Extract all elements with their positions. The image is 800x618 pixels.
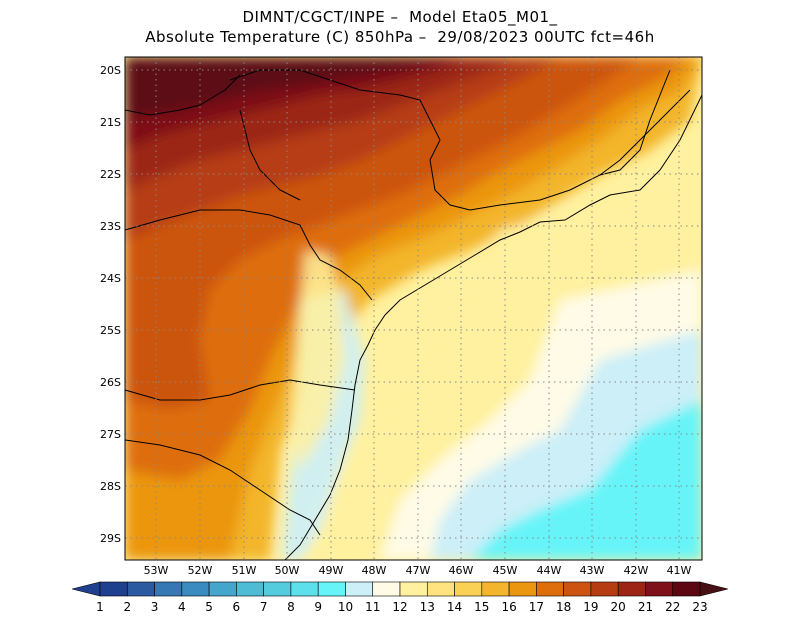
colorbar-label: 6 (233, 600, 241, 614)
colorbar-segment (645, 581, 674, 597)
latitude-axis: 20S 21S 22S 23S 24S 25S 26S 27S 28S 29S (100, 64, 121, 545)
colorbar-segment (345, 581, 374, 597)
colorbar-segment (126, 581, 155, 597)
colorbar-label: 22 (665, 600, 680, 614)
map-frame (124, 56, 703, 561)
colorbar-label: 18 (556, 600, 571, 614)
colorbar-label: 10 (338, 600, 353, 614)
colorbar-arrow-high (699, 581, 729, 597)
colorbar: 1 2 3 4 5 6 7 8 9 10 11 12 13 14 15 16 17 18 19 20 21 22 23 (71, 581, 729, 614)
lat-label: 29S (100, 532, 121, 545)
colorbar-label: 13 (420, 600, 435, 614)
longitude-axis: 53W 52W 51W 50W 49W 48W 47W 46W 45W 44W … (144, 564, 692, 577)
colorbar-label: 14 (447, 600, 462, 614)
colorbar-label: 15 (474, 600, 489, 614)
colorbar-segment (508, 581, 537, 597)
colorbar-segment (181, 581, 210, 597)
colorbar-label: 12 (392, 600, 407, 614)
chart-title-line-1: DIMNT/CGCT/INPE – Model Eta05_M01_ (242, 8, 558, 26)
colorbar-segment (617, 581, 646, 597)
colorbar-label: 23 (692, 600, 707, 614)
colorbar-label: 19 (583, 600, 598, 614)
state-border-sp-mg (229, 69, 471, 211)
colorbar-label: 16 (501, 600, 516, 614)
colorbar-label: 17 (529, 600, 544, 614)
lon-label: 45W (493, 564, 518, 577)
chart-title-line-2: Absolute Temperature (C) 850hPa – 29/08/… (145, 28, 655, 46)
colorbar-segment (263, 581, 292, 597)
river-west (125, 74, 241, 116)
colorbar-segment (454, 581, 483, 597)
lat-label: 27S (100, 428, 121, 441)
lon-label: 52W (188, 564, 213, 577)
colorbar-label: 11 (365, 600, 380, 614)
state-border-parana-sp (125, 209, 373, 301)
colorbar-segment (590, 581, 619, 597)
political-borders (125, 69, 702, 560)
lon-label: 50W (275, 564, 300, 577)
lat-label: 26S (100, 376, 121, 389)
lon-label: 42W (624, 564, 649, 577)
colorbar-segment (672, 581, 701, 597)
lat-label: 22S (100, 168, 121, 181)
lat-label: 23S (100, 220, 121, 233)
temperature-field (125, 57, 702, 560)
lon-label: 53W (144, 564, 169, 577)
colorbar-arrow-low (71, 581, 101, 597)
colorbar-segment (236, 581, 264, 597)
lon-label: 41W (667, 564, 692, 577)
lon-label: 47W (406, 564, 431, 577)
colorbar-label: 9 (314, 600, 322, 614)
lat-label: 24S (100, 272, 121, 285)
colorbar-segment (208, 581, 237, 597)
lon-label: 49W (319, 564, 344, 577)
state-border-parana-sc (125, 379, 356, 401)
lat-label: 20S (100, 64, 121, 77)
lat-label: 21S (100, 116, 121, 129)
colorbar-segment (426, 581, 455, 597)
state-border-mg-es (599, 69, 671, 176)
colorbar-label: 4 (178, 600, 186, 614)
colorbar-segment (290, 581, 319, 597)
lon-label: 46W (449, 564, 474, 577)
colorbar-label: 3 (151, 600, 159, 614)
lon-label: 44W (537, 564, 562, 577)
colorbar-label: 7 (260, 600, 268, 614)
colorbar-segment (99, 581, 128, 597)
colorbar-label: 2 (123, 600, 131, 614)
colorbar-segment (536, 581, 564, 597)
colorbar-label: 1 (96, 600, 104, 614)
colorbar-segment (317, 581, 346, 597)
colorbar-label: 21 (638, 600, 653, 614)
lon-label: 48W (362, 564, 387, 577)
colorbar-segment (481, 581, 510, 597)
colorbar-label: 5 (205, 600, 213, 614)
lon-label: 43W (580, 564, 605, 577)
colorbar-segment (399, 581, 428, 597)
colorbar-segment (563, 581, 592, 597)
river-parana (239, 109, 301, 201)
colorbar-segment (154, 581, 183, 597)
lon-label: 51W (232, 564, 257, 577)
colorbar-label: 8 (287, 600, 295, 614)
coastline (284, 94, 702, 560)
colorbar-segment (372, 581, 401, 597)
state-border-sc-rs (125, 439, 321, 536)
colorbar-label: 20 (611, 600, 626, 614)
lat-label: 28S (100, 480, 121, 493)
lat-label: 25S (100, 324, 121, 337)
graticule (125, 57, 702, 560)
